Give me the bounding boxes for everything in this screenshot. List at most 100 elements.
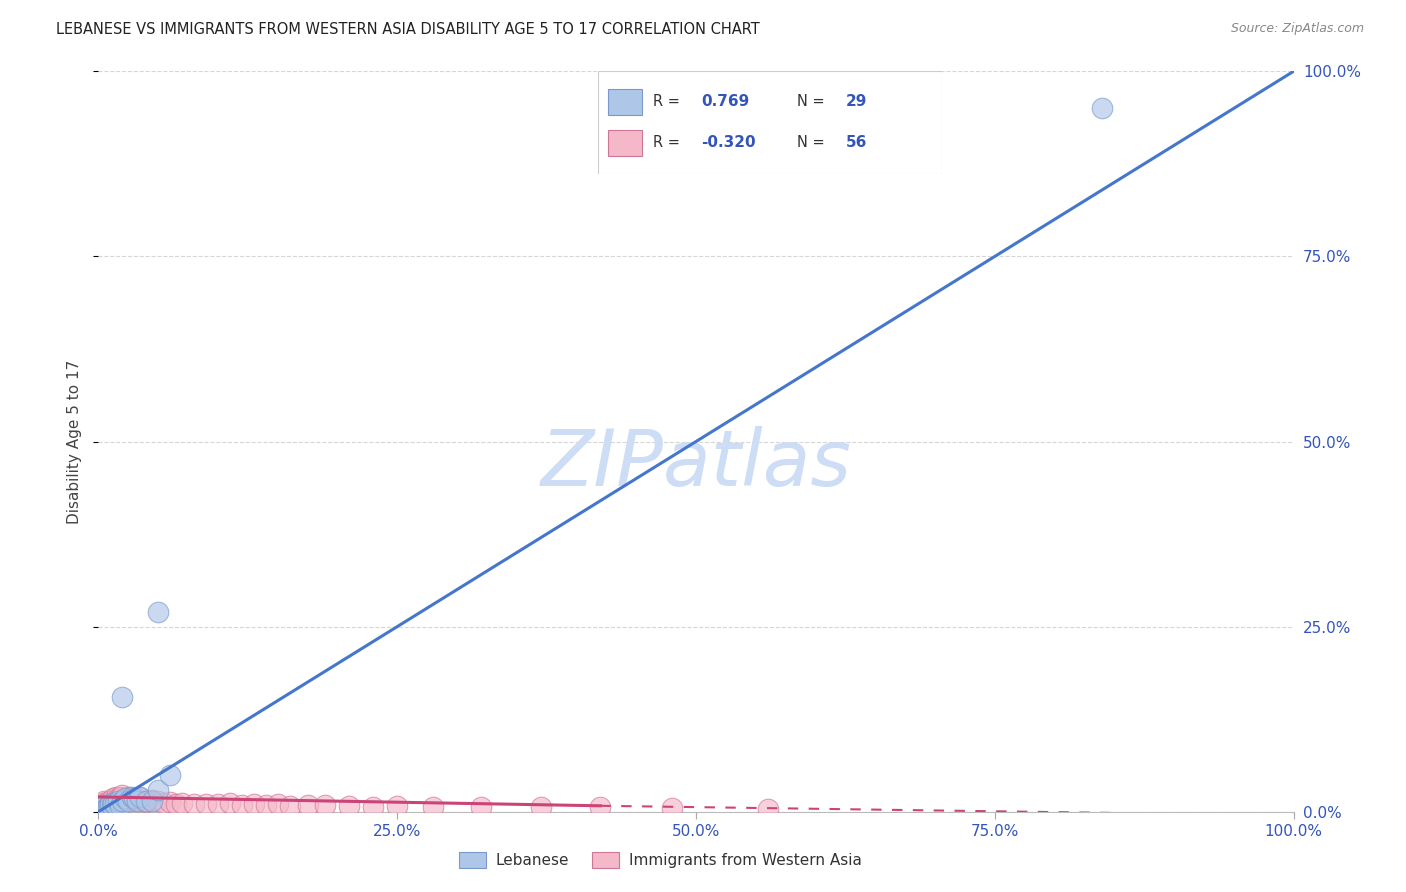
- Point: [131, 791, 153, 805]
- Point: [90, 797, 112, 812]
- Point: [96, 795, 118, 809]
- FancyBboxPatch shape: [598, 71, 942, 174]
- Point: [91, 796, 114, 810]
- Point: [267, 797, 290, 812]
- Point: [385, 798, 409, 813]
- Y-axis label: Disability Age 5 to 17: Disability Age 5 to 17: [67, 359, 83, 524]
- Point: [135, 795, 157, 809]
- Point: [114, 791, 136, 805]
- Point: [756, 802, 779, 816]
- Point: [219, 796, 242, 810]
- Point: [90, 800, 112, 814]
- Text: ZIPatlas: ZIPatlas: [540, 425, 852, 502]
- Point: [93, 794, 115, 808]
- Point: [231, 798, 253, 813]
- Text: -0.320: -0.320: [700, 136, 755, 150]
- Point: [148, 605, 170, 619]
- Point: [98, 797, 121, 812]
- Point: [278, 798, 301, 813]
- Text: R =: R =: [652, 95, 679, 109]
- Point: [108, 798, 131, 813]
- Point: [183, 797, 205, 812]
- Point: [125, 794, 148, 808]
- Point: [89, 801, 111, 815]
- Point: [117, 794, 139, 808]
- Point: [121, 789, 143, 804]
- Point: [114, 793, 136, 807]
- Point: [243, 797, 266, 812]
- Point: [103, 794, 125, 808]
- Point: [91, 799, 114, 814]
- Point: [97, 797, 120, 811]
- Point: [89, 798, 111, 813]
- Point: [107, 791, 129, 805]
- Point: [125, 793, 148, 807]
- Text: LEBANESE VS IMMIGRANTS FROM WESTERN ASIA DISABILITY AGE 5 TO 17 CORRELATION CHAR: LEBANESE VS IMMIGRANTS FROM WESTERN ASIA…: [56, 22, 761, 37]
- Point: [124, 791, 146, 805]
- Point: [422, 799, 444, 814]
- Point: [207, 797, 229, 812]
- Point: [194, 797, 218, 811]
- Point: [132, 794, 155, 808]
- Text: 0.769: 0.769: [700, 95, 749, 109]
- Point: [148, 794, 170, 808]
- Bar: [607, 89, 643, 115]
- Point: [172, 796, 194, 810]
- Text: N =: N =: [797, 136, 825, 150]
- Point: [110, 791, 132, 805]
- Point: [153, 796, 176, 810]
- Point: [96, 800, 118, 814]
- Point: [297, 798, 319, 813]
- Point: [108, 789, 131, 804]
- Point: [159, 767, 181, 781]
- Point: [101, 791, 124, 805]
- Point: [124, 791, 146, 805]
- Text: N =: N =: [797, 95, 825, 109]
- Point: [661, 801, 683, 815]
- Point: [148, 782, 170, 797]
- Point: [111, 690, 134, 704]
- Point: [339, 798, 360, 813]
- Point: [1091, 102, 1114, 116]
- Point: [105, 789, 128, 804]
- Point: [107, 794, 129, 808]
- Text: R =: R =: [652, 136, 679, 150]
- Point: [111, 789, 134, 803]
- Point: [470, 800, 492, 814]
- Point: [104, 797, 127, 812]
- Point: [94, 798, 117, 813]
- Point: [529, 799, 551, 814]
- Point: [91, 802, 114, 816]
- Point: [104, 793, 127, 807]
- Point: [94, 801, 117, 815]
- Point: [129, 789, 152, 804]
- Point: [100, 796, 122, 810]
- Point: [107, 794, 129, 808]
- Point: [363, 799, 385, 814]
- Point: [135, 794, 157, 808]
- Text: Source: ZipAtlas.com: Source: ZipAtlas.com: [1230, 22, 1364, 36]
- Point: [118, 789, 141, 804]
- Text: 56: 56: [845, 136, 868, 150]
- Point: [115, 791, 138, 805]
- Point: [101, 796, 124, 810]
- Point: [98, 801, 121, 815]
- Point: [141, 794, 163, 808]
- Point: [141, 793, 163, 807]
- Point: [589, 800, 612, 814]
- Point: [93, 798, 115, 813]
- Point: [159, 795, 181, 809]
- Legend: Lebanese, Immigrants from Western Asia: Lebanese, Immigrants from Western Asia: [453, 847, 868, 874]
- Bar: [607, 130, 643, 156]
- Point: [100, 798, 122, 813]
- Point: [98, 797, 122, 812]
- Point: [165, 797, 187, 811]
- Text: 29: 29: [845, 95, 868, 109]
- Point: [98, 794, 122, 808]
- Point: [111, 794, 134, 808]
- Point: [254, 798, 277, 813]
- Point: [97, 799, 120, 814]
- Point: [91, 799, 114, 814]
- Point: [128, 794, 150, 808]
- Point: [315, 798, 337, 813]
